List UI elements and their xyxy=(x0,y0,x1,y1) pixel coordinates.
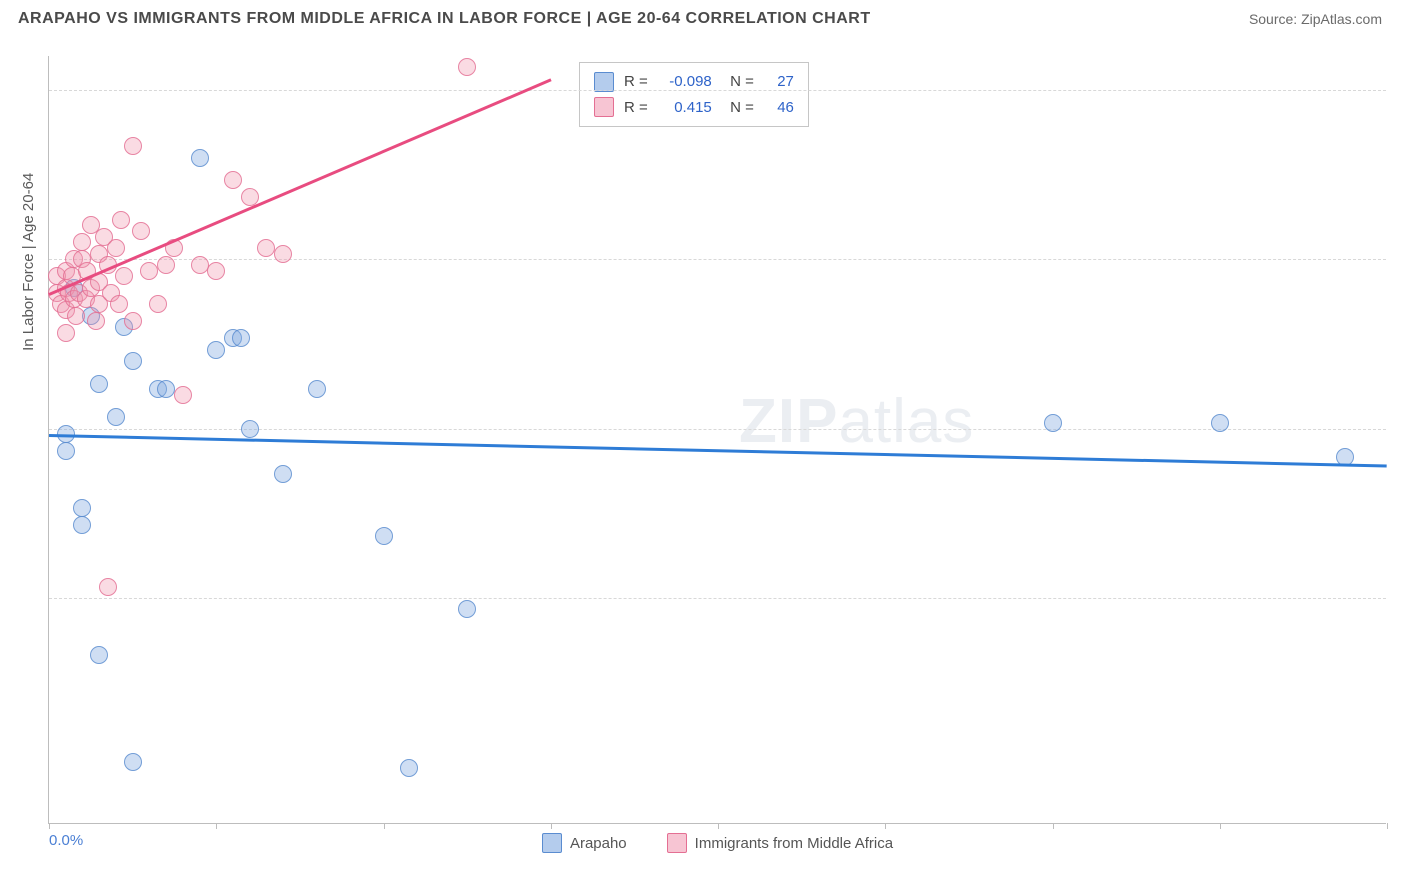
swatch-icon xyxy=(594,97,614,117)
gridline xyxy=(49,598,1386,599)
x-tick xyxy=(216,823,217,829)
scatter-point xyxy=(149,295,167,313)
scatter-point xyxy=(73,516,91,534)
gridline xyxy=(49,90,1386,91)
stats-row-series1: R = 0.415 N = 46 xyxy=(594,95,794,121)
scatter-point xyxy=(157,256,175,274)
scatter-point xyxy=(87,312,105,330)
scatter-point xyxy=(224,171,242,189)
scatter-point xyxy=(174,386,192,404)
gridline xyxy=(49,259,1386,260)
scatter-point xyxy=(107,239,125,257)
scatter-point xyxy=(73,233,91,251)
scatter-point xyxy=(107,408,125,426)
scatter-point xyxy=(110,295,128,313)
scatter-point xyxy=(241,420,259,438)
scatter-point xyxy=(124,137,142,155)
scatter-point xyxy=(112,211,130,229)
scatter-point xyxy=(124,312,142,330)
legend-label: Immigrants from Middle Africa xyxy=(695,835,893,852)
x-tick xyxy=(1220,823,1221,829)
x-tick xyxy=(885,823,886,829)
y-axis-title: In Labor Force | Age 20-64 xyxy=(20,173,37,351)
legend-label: Arapaho xyxy=(570,835,627,852)
scatter-point xyxy=(73,499,91,517)
scatter-point xyxy=(257,239,275,257)
scatter-point xyxy=(400,759,418,777)
x-tick-label: 0.0% xyxy=(49,832,83,849)
chart-plot-area: ZIPatlas R = -0.098 N = 27 R = 0.415 N =… xyxy=(48,56,1386,824)
y-tick-label: 70.0% xyxy=(1396,420,1406,437)
scatter-point xyxy=(99,578,117,596)
scatter-point xyxy=(124,753,142,771)
stat-label: R = xyxy=(624,95,648,121)
scatter-point xyxy=(1044,414,1062,432)
trend-line xyxy=(49,434,1387,467)
x-tick xyxy=(384,823,385,829)
swatch-icon xyxy=(542,833,562,853)
watermark: ZIPatlas xyxy=(739,386,974,457)
scatter-point xyxy=(157,380,175,398)
swatch-icon xyxy=(667,833,687,853)
x-tick-label: 80.0% xyxy=(1396,832,1406,849)
x-tick xyxy=(551,823,552,829)
chart-title: ARAPAHO VS IMMIGRANTS FROM MIDDLE AFRICA… xyxy=(18,10,871,28)
swatch-icon xyxy=(594,72,614,92)
x-tick xyxy=(1387,823,1388,829)
y-tick-label: 85.0% xyxy=(1396,251,1406,268)
stat-r-value: 0.415 xyxy=(658,95,712,121)
scatter-point xyxy=(132,222,150,240)
scatter-point xyxy=(308,380,326,398)
scatter-point xyxy=(67,307,85,325)
legend-item-series1: Immigrants from Middle Africa xyxy=(667,833,893,853)
x-tick xyxy=(718,823,719,829)
y-tick-label: 100.0% xyxy=(1396,81,1406,98)
scatter-point xyxy=(207,341,225,359)
scatter-point xyxy=(90,375,108,393)
scatter-point xyxy=(1211,414,1229,432)
scatter-point xyxy=(115,267,133,285)
y-tick-label: 55.0% xyxy=(1396,590,1406,607)
source-label: Source: ZipAtlas.com xyxy=(1249,11,1382,27)
scatter-point xyxy=(191,149,209,167)
legend: Arapaho Immigrants from Middle Africa xyxy=(49,833,1386,853)
x-tick xyxy=(49,823,50,829)
correlation-stats-box: R = -0.098 N = 27 R = 0.415 N = 46 xyxy=(579,62,809,127)
scatter-point xyxy=(207,262,225,280)
x-tick xyxy=(1053,823,1054,829)
scatter-point xyxy=(191,256,209,274)
scatter-point xyxy=(57,442,75,460)
stat-label: N = xyxy=(722,95,754,121)
scatter-point xyxy=(57,324,75,342)
legend-item-series0: Arapaho xyxy=(542,833,627,853)
scatter-point xyxy=(90,646,108,664)
scatter-point xyxy=(232,329,250,347)
trend-line xyxy=(48,79,551,296)
scatter-point xyxy=(140,262,158,280)
scatter-point xyxy=(375,527,393,545)
scatter-point xyxy=(458,600,476,618)
scatter-point xyxy=(458,58,476,76)
scatter-point xyxy=(274,465,292,483)
stat-n-value: 46 xyxy=(764,95,794,121)
scatter-point xyxy=(124,352,142,370)
scatter-point xyxy=(274,245,292,263)
